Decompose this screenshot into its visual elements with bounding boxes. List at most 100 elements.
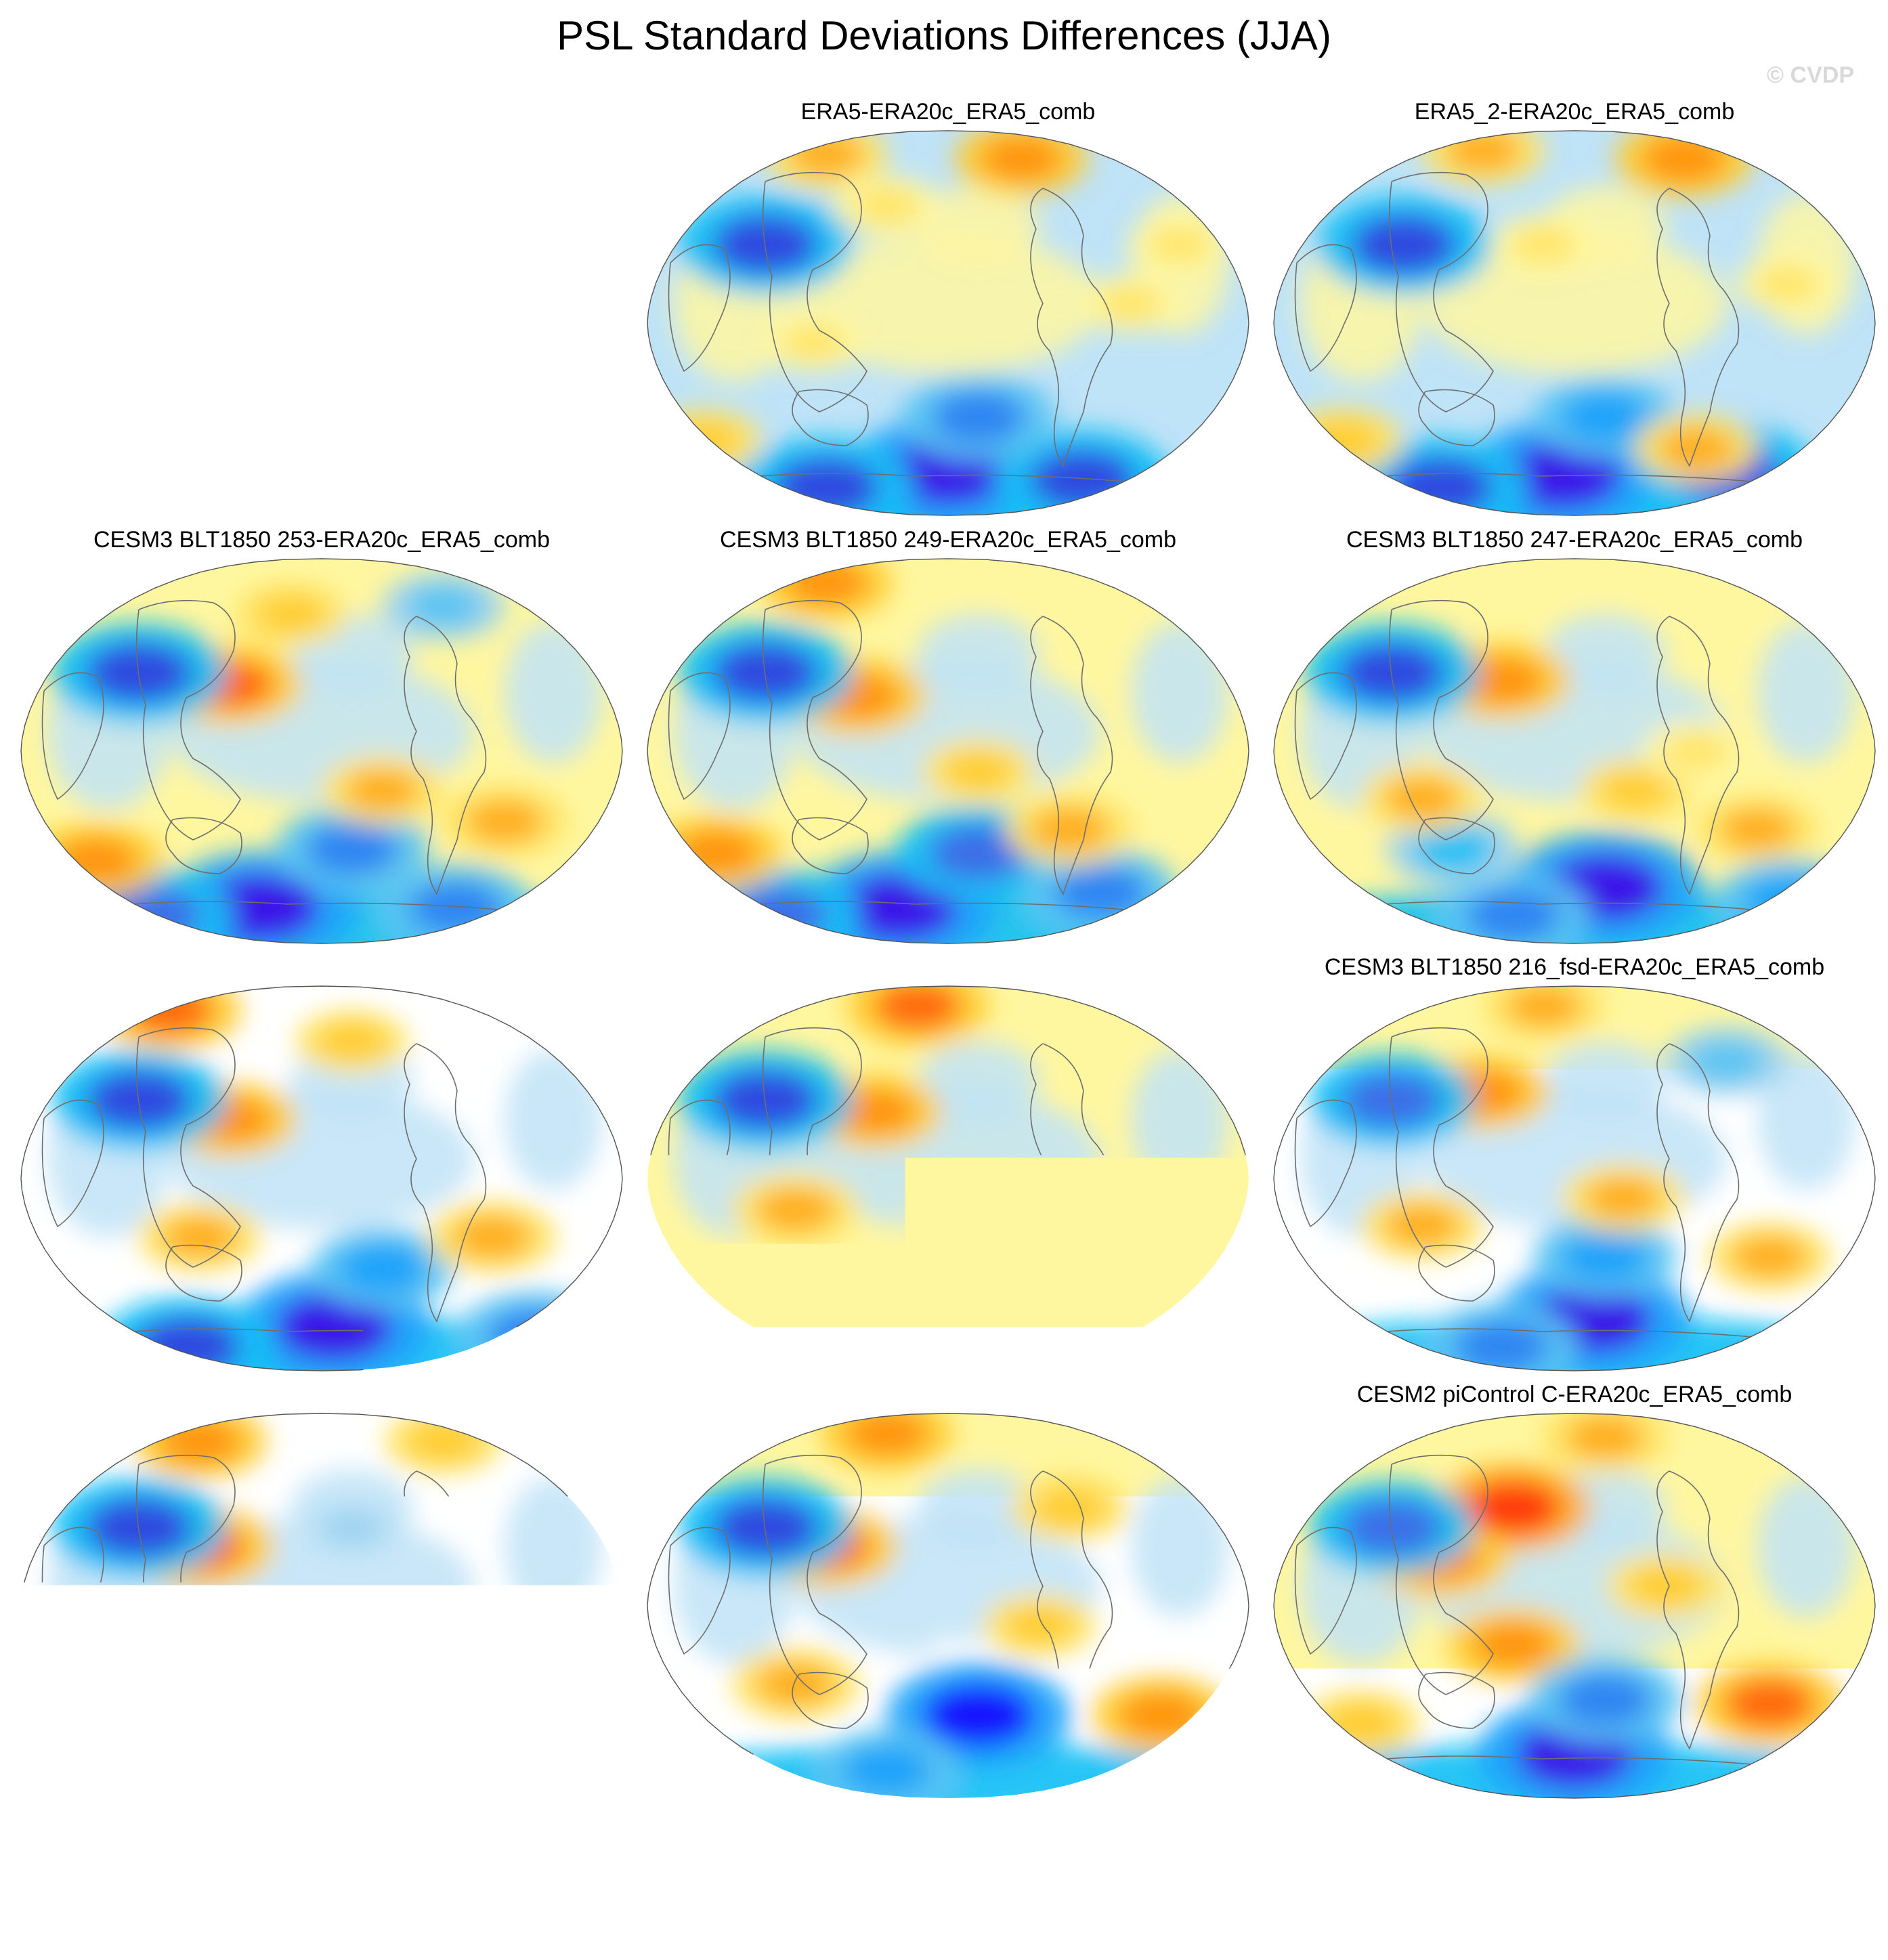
colorbar-tick-label: -1.6 — [437, 1880, 491, 1915]
anomaly-core — [945, 752, 1013, 790]
robinson-map — [1270, 1410, 1879, 1802]
colorbar-swatch — [1299, 1835, 1358, 1868]
colorbar-swatch — [1418, 1835, 1478, 1868]
anomaly-core — [1690, 1040, 1764, 1082]
panel-title: CESM3 BLT1850 247-ERA20c_ERA5_comb — [1270, 527, 1879, 553]
anomaly-core — [670, 422, 739, 460]
anomaly-core — [1664, 733, 1729, 769]
anomaly-core — [135, 1317, 240, 1374]
anomaly-core — [1075, 1311, 1162, 1359]
colorbar-swatch — [763, 1835, 822, 1868]
colorbar-swatch — [882, 1835, 941, 1868]
anomaly-core — [786, 560, 867, 605]
anomaly-core — [1385, 1205, 1459, 1246]
anomaly-core — [783, 326, 845, 360]
anomaly-core — [1030, 450, 1135, 509]
field-patch — [1131, 1476, 1228, 1617]
map-panel: CESM2 piControl A-ERA20c_ERA5_comb — [17, 1382, 626, 1802]
anomaly-core — [757, 1188, 834, 1231]
anomaly-core — [923, 1684, 1034, 1747]
map-panel: CESM3 BLT1850 236.002-ERA20c_ERA5_comb — [17, 954, 626, 1374]
colorbar: -2 -1.6 -1.2 -0.8 -0.4 0 0.4 0.8 1.2 1.6 2 — [284, 1835, 1605, 1920]
colorbar-swatch — [524, 1835, 584, 1868]
anomaly-core — [257, 595, 326, 633]
anomaly-core — [728, 887, 827, 943]
anomaly-core — [217, 1730, 328, 1794]
field-patch — [1757, 622, 1855, 763]
anomaly-core — [677, 830, 757, 876]
anomaly-core — [1511, 227, 1576, 263]
colorbar-tick-label: 1.6 — [1396, 1880, 1440, 1915]
field-patch — [1757, 1476, 1855, 1617]
anomaly-core — [945, 1246, 1037, 1298]
robinson-map — [17, 983, 626, 1374]
anomaly-core — [1413, 826, 1493, 872]
anomaly-core — [1120, 1692, 1203, 1739]
panel-title: ERA5-ERA20c_ERA5_comb — [643, 99, 1253, 125]
anomaly-core — [1744, 876, 1831, 924]
colorbar-swatch — [941, 1835, 1001, 1868]
anomaly-core — [1006, 1606, 1074, 1644]
anomaly-core — [1720, 809, 1795, 850]
panel-title: CESM2 piControl A-ERA20c_ERA5_comb — [17, 1382, 626, 1408]
anomaly-core — [320, 1510, 385, 1546]
colorbar-swatch — [405, 1835, 465, 1868]
anomaly-core — [1631, 1567, 1702, 1606]
anomaly-core — [1446, 130, 1520, 171]
field-patch — [505, 1049, 602, 1190]
panel-title: CESM3 BLT1850 249-ERA20c_ERA5_comb — [643, 527, 1253, 553]
colorbar-swatch — [286, 1835, 345, 1868]
colorbar-tick-label: -2 — [332, 1880, 360, 1915]
panel-title: ERA5_2-ERA20c_ERA5_comb — [1270, 99, 1879, 125]
cvdp-watermark: © CVDP — [1767, 62, 1854, 89]
map-panel: CESM3 BLT1850 216_fsd-ERA20c_ERA5_comb — [1270, 954, 1879, 1374]
anomaly-core — [1732, 1236, 1807, 1277]
anomaly-core — [318, 1023, 387, 1061]
figure-title: PSL Standard Deviations Differences (JJA… — [0, 12, 1888, 59]
anomaly-core — [1054, 866, 1147, 918]
map-panel: CESM3 BLT1850 253-ERA20c_ERA5_comb — [17, 527, 626, 947]
map-panel: CESM3 BLT1850 247-ERA20c_ERA5_comb — [1270, 527, 1879, 947]
map-panel: ERA5-ERA20c_ERA5_comb — [643, 99, 1253, 519]
map-panel: CESM3 BLT1850 234-ERA20c_ERA5_comb — [643, 954, 1253, 1374]
colorbar-tick-label: -0.8 — [676, 1880, 729, 1915]
field-patch — [505, 1476, 602, 1617]
anomaly-core — [437, 1655, 511, 1697]
colorbar-swatch — [465, 1835, 524, 1868]
anomaly-core — [1643, 135, 1726, 182]
colorbar-tick-label: 2 — [1528, 1880, 1546, 1915]
anomaly-core — [1352, 215, 1457, 274]
colorbar-units-label: hPa — [0, 1923, 1888, 1960]
anomaly-core — [1467, 889, 1560, 941]
field-patch — [918, 614, 1039, 693]
anomaly-core — [1757, 267, 1819, 301]
robinson-map — [17, 1410, 626, 1802]
panel-title: CESM2 piControl B-ERA20c_ERA5_comb — [643, 1382, 1253, 1408]
anomaly-core — [757, 1663, 834, 1706]
anomaly-core — [847, 1411, 928, 1456]
colorbar-swatch — [1001, 1835, 1060, 1868]
colorbar-tick-label: -1.2 — [557, 1880, 610, 1915]
field-patch — [505, 622, 602, 763]
colorbar-tick-label: -0.4 — [795, 1880, 849, 1915]
robinson-map — [17, 555, 626, 947]
field-patch — [1544, 1042, 1666, 1120]
anomaly-core — [940, 1188, 1017, 1231]
anomaly-core — [454, 1216, 531, 1259]
anomaly-core — [466, 800, 543, 843]
map-panel: CESM2 piControl B-ERA20c_ERA5_comb — [643, 1382, 1253, 1802]
colorbar-swatch — [1180, 1835, 1239, 1868]
robinson-map — [643, 1410, 1253, 1802]
anomaly-core — [844, 1746, 930, 1795]
colorbar-swatch — [345, 1835, 405, 1868]
robinson-map — [643, 983, 1253, 1374]
robinson-map — [643, 127, 1253, 519]
colorbar-tick-label: 1.2 — [1277, 1880, 1321, 1915]
anomaly-core — [1467, 1482, 1560, 1534]
anomaly-core — [306, 823, 399, 875]
anomaly-halo — [1716, 859, 1860, 941]
anomaly-core — [1031, 808, 1109, 851]
anomaly-core — [774, 458, 879, 517]
colorbar-tick-label: 0.4 — [1039, 1880, 1082, 1915]
anomaly-core — [1586, 1177, 1660, 1218]
